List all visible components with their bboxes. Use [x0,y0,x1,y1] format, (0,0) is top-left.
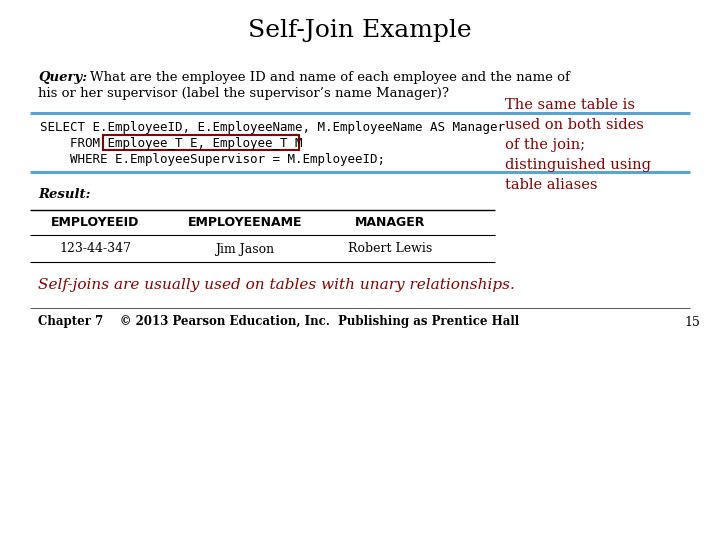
Text: EMPLOYEEID: EMPLOYEEID [51,217,139,230]
Text: 15: 15 [684,315,700,328]
Text: MANAGER: MANAGER [355,217,426,230]
Text: Result:: Result: [38,188,91,201]
Text: Chapter 7    © 2013 Pearson Education, Inc.  Publishing as Prentice Hall: Chapter 7 © 2013 Pearson Education, Inc.… [38,315,519,328]
Text: Self-joins are usually used on tables with unary relationships.: Self-joins are usually used on tables wi… [38,278,515,292]
Text: Robert Lewis: Robert Lewis [348,242,432,255]
Text: EMPLOYEENAME: EMPLOYEENAME [188,217,302,230]
Text: Self-Join Example: Self-Join Example [248,18,472,42]
Bar [103,135,299,150]
Text: Jim Jason: Jim Jason [215,242,274,255]
Text: Query:: Query: [38,71,87,84]
Text: 123-44-347: 123-44-347 [59,242,131,255]
Text: The same table is
used on both sides
of the join;
distinguished using
table alia: The same table is used on both sides of … [505,98,651,192]
Text: SELECT E.EmployeeID, E.EmployeeName, M.EmployeeName AS Manager: SELECT E.EmployeeID, E.EmployeeName, M.E… [40,120,505,133]
Text: his or her supervisor (label the supervisor’s name Manager)?: his or her supervisor (label the supervi… [38,87,449,100]
Text: WHERE E.EmployeeSupervisor = M.EmployeeID;: WHERE E.EmployeeSupervisor = M.EmployeeI… [40,152,385,165]
Text: What are the employee ID and name of each employee and the name of: What are the employee ID and name of eac… [90,71,570,84]
Text: FROM Employee_T E, Employee_T M: FROM Employee_T E, Employee_T M [40,137,302,150]
